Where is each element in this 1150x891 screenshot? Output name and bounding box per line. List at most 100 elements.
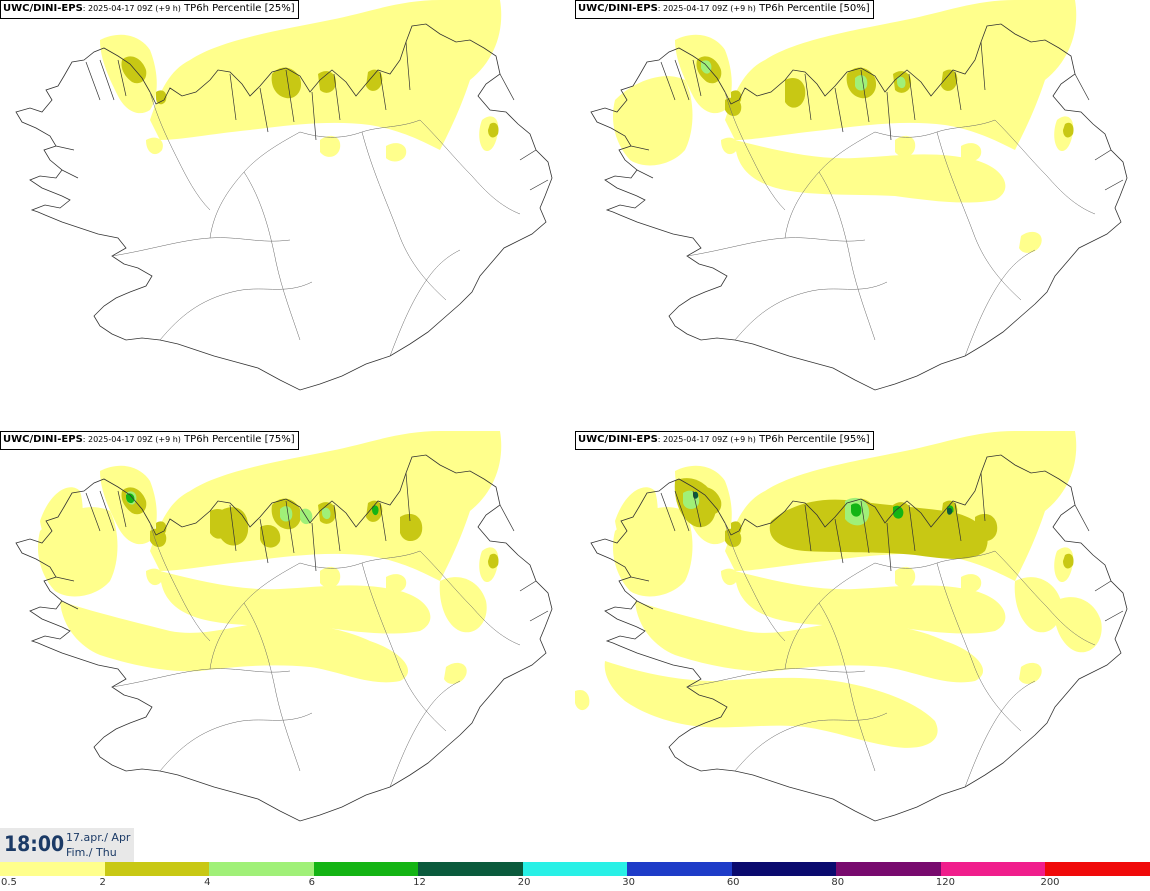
precip-area <box>895 135 916 157</box>
scale-label: 6 <box>308 877 315 888</box>
fjord-line <box>499 504 515 532</box>
fjord-line <box>259 87 269 133</box>
valid-time: 18:00 <box>4 832 65 856</box>
fjord-line <box>405 472 411 522</box>
precip-area <box>895 566 916 588</box>
map-p50 <box>590 0 1128 391</box>
precip-area <box>721 137 738 155</box>
region-boundary <box>419 550 521 646</box>
precip-area <box>897 76 906 89</box>
panel-label: TP6h Percentile [25%] <box>180 3 295 14</box>
region-boundary <box>686 237 866 257</box>
precip-area <box>1014 577 1062 633</box>
fjord-line <box>285 500 295 554</box>
fjord-line <box>630 576 650 582</box>
scale-label: 60 <box>726 877 740 888</box>
precip-area <box>855 75 868 91</box>
coastline <box>590 23 1128 391</box>
panel-source: UWC/DINI-EPS <box>3 3 83 14</box>
valid-time-box: 18:00 17.apr./ Apr Fim./ Thu <box>0 828 134 862</box>
scale-swatch <box>0 862 105 876</box>
region-boundary <box>243 171 301 341</box>
precip-area <box>725 528 742 547</box>
precip-area <box>1063 553 1074 569</box>
panel-title: UWC/DINI-EPS: 2025-04-17 09Z (+9 h) TP6h… <box>575 431 874 450</box>
fjord-line <box>333 73 341 121</box>
panel-date: : 2025-04-17 09Z (+9 h) <box>82 4 181 13</box>
precip-field <box>37 431 502 684</box>
scale-label: 30 <box>622 877 635 888</box>
precip-area <box>322 507 331 520</box>
fjord-line <box>834 518 844 564</box>
panel-title: UWC/DINI-EPS: 2025-04-17 09Z (+9 h) TP6h… <box>0 431 299 450</box>
precip-area <box>220 507 249 546</box>
scale-swatch <box>836 862 941 876</box>
precip-area <box>635 601 984 683</box>
precip-area <box>615 487 658 553</box>
precip-area <box>725 97 742 116</box>
fjord-line <box>674 490 690 532</box>
coastline <box>15 23 553 391</box>
precip-area <box>612 76 693 166</box>
fjord-line <box>834 87 844 133</box>
fjord-line <box>636 169 654 179</box>
fjord-line <box>692 59 702 97</box>
iceland-outline <box>15 23 553 391</box>
precip-area <box>386 143 407 162</box>
region-boundary <box>149 91 211 211</box>
panel-date: : 2025-04-17 09Z (+9 h) <box>657 4 756 13</box>
region-boundary <box>149 522 211 642</box>
panel-title: UWC/DINI-EPS: 2025-04-17 09Z (+9 h) TP6h… <box>0 0 299 19</box>
fjord-line <box>660 492 676 532</box>
scale-swatch <box>522 862 628 876</box>
precip-area <box>439 577 487 633</box>
fjord-line <box>117 490 127 528</box>
coastline <box>15 454 553 822</box>
region-boundary <box>389 249 461 357</box>
fjord-line <box>311 91 317 141</box>
scale-swatch <box>731 862 837 876</box>
fjord-line <box>285 69 295 123</box>
precip-area <box>893 505 904 519</box>
precip-area <box>735 571 1006 634</box>
precip-area <box>1054 597 1102 653</box>
panel-date: : 2025-04-17 09Z (+9 h) <box>657 435 756 444</box>
precip-area <box>146 568 163 586</box>
precip-area <box>941 69 958 91</box>
precip-area <box>769 499 988 559</box>
panel-label: TP6h Percentile [75%] <box>180 434 295 445</box>
map-panel-p25: UWC/DINI-EPS: 2025-04-17 09Z (+9 h) TP6h… <box>0 0 575 431</box>
scale-label: 200 <box>1040 877 1060 888</box>
panel-source: UWC/DINI-EPS <box>3 434 83 445</box>
fjord-line <box>99 490 115 532</box>
region-boundary <box>994 119 1096 215</box>
fjord-line <box>980 41 986 91</box>
fjord-line <box>55 576 75 582</box>
fjord-line <box>229 504 237 552</box>
scale-label: 4 <box>204 877 211 888</box>
scale-label: 0.5 <box>1 877 17 888</box>
fjord-line <box>660 61 676 101</box>
map-panel-p75: UWC/DINI-EPS: 2025-04-17 09Z (+9 h) TP6h… <box>0 431 575 862</box>
precip-area <box>604 661 938 748</box>
precip-area <box>156 90 167 105</box>
region-boundary <box>159 712 313 772</box>
precip-field <box>100 0 502 162</box>
region-boundary <box>243 602 301 772</box>
scale-label: 2 <box>99 877 106 888</box>
fjord-line <box>519 149 537 161</box>
coastline <box>590 454 1128 822</box>
fjord-line <box>860 69 870 123</box>
region-boundary <box>818 602 876 772</box>
precip-area <box>1019 231 1042 253</box>
fjord-line <box>61 600 79 610</box>
region-boundary <box>389 680 461 788</box>
fjord-line <box>954 71 962 111</box>
precip-area <box>701 60 712 74</box>
fjord-line <box>954 502 962 542</box>
precip-area <box>260 524 281 548</box>
fjord-line <box>259 518 269 564</box>
scale-label: 20 <box>517 877 531 888</box>
precip-area <box>488 553 499 569</box>
precip-area <box>60 601 409 683</box>
